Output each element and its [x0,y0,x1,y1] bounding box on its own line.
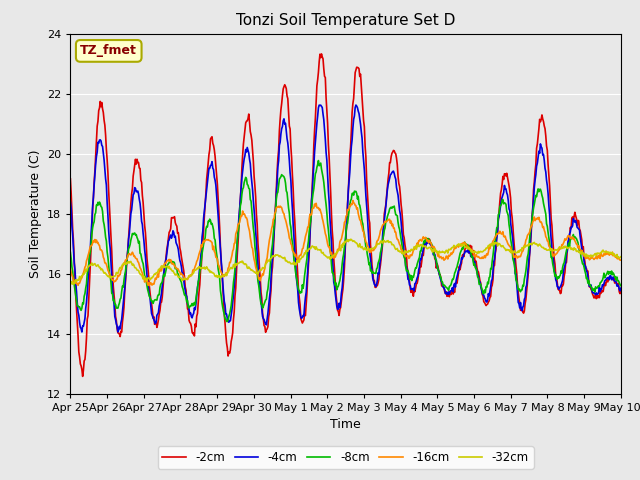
-2cm [317,51,325,57]
-32cm [190,270,198,276]
-4cm [414,273,422,279]
-4cm [352,102,360,108]
-8cm [189,303,196,309]
-32cm [67,280,74,286]
-2cm [77,361,84,367]
-2cm [414,276,422,282]
-32cm [77,275,85,280]
-4cm [190,311,198,316]
-32cm [414,244,422,250]
-2cm [67,176,74,182]
-8cm [218,300,226,305]
-2cm [79,373,86,379]
-4cm [219,281,227,287]
-8cm [617,283,625,288]
-16cm [617,257,625,263]
-4cm [430,252,438,258]
-8cm [77,306,84,312]
Line: -16cm: -16cm [70,201,621,286]
-32cm [430,248,438,254]
-2cm [430,249,438,255]
Text: TZ_fmet: TZ_fmet [80,44,137,58]
-16cm [190,268,198,274]
-4cm [617,285,625,291]
-16cm [219,273,227,278]
-32cm [134,267,141,273]
-8cm [223,319,230,324]
X-axis label: Time: Time [330,418,361,431]
-16cm [77,278,84,284]
-16cm [145,283,153,288]
-4cm [67,199,74,205]
-2cm [190,330,198,336]
-32cm [347,237,355,242]
Title: Tonzi Soil Temperature Set D: Tonzi Soil Temperature Set D [236,13,455,28]
Legend: -2cm, -4cm, -8cm, -16cm, -32cm: -2cm, -4cm, -8cm, -16cm, -32cm [157,446,534,469]
-8cm [67,250,74,255]
Line: -2cm: -2cm [70,54,621,376]
-16cm [67,266,74,272]
-8cm [315,158,323,164]
Line: -8cm: -8cm [70,161,621,322]
-32cm [69,281,77,287]
Line: -4cm: -4cm [70,105,621,332]
-4cm [78,329,86,335]
-16cm [349,198,356,204]
-16cm [430,244,438,250]
-2cm [134,160,141,166]
-8cm [133,235,141,240]
Y-axis label: Soil Temperature (C): Soil Temperature (C) [29,149,42,278]
-8cm [414,259,422,264]
-16cm [133,256,141,262]
-4cm [77,324,84,330]
-16cm [414,242,422,248]
-4cm [134,188,141,194]
Line: -32cm: -32cm [70,240,621,284]
-32cm [617,254,625,260]
-2cm [219,285,227,290]
-2cm [617,286,625,291]
-32cm [219,273,227,279]
-8cm [430,252,438,257]
